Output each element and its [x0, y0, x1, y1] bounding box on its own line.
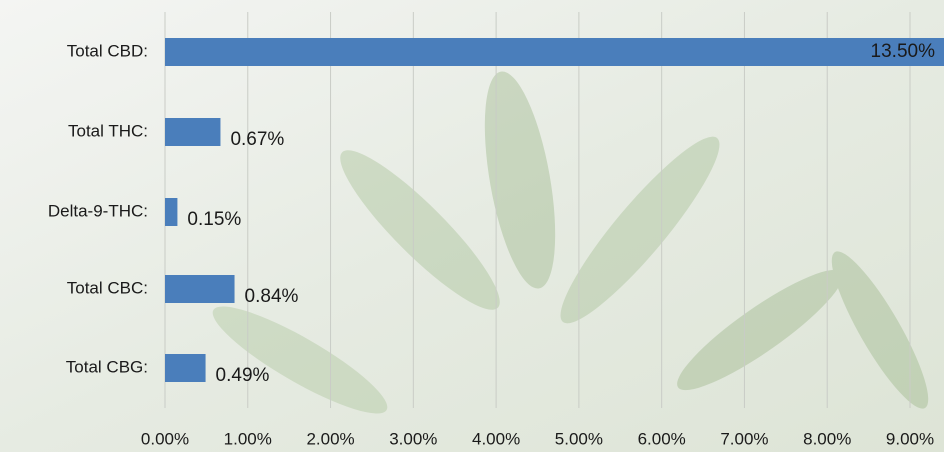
x-tick-label: 1.00% [224, 429, 272, 448]
x-tick-label: 4.00% [472, 429, 520, 448]
x-tick-label: 2.00% [306, 429, 354, 448]
y-tick-label: Total THC: [68, 121, 148, 140]
y-tick-label: Total CBD: [67, 41, 148, 60]
data-label: 0.84% [245, 286, 299, 307]
x-tick-label: 7.00% [720, 429, 768, 448]
x-tick-label: 8.00% [803, 429, 851, 448]
bar [165, 118, 221, 146]
data-label: 0.49% [216, 365, 270, 386]
x-tick-label: 6.00% [638, 429, 686, 448]
bar [165, 354, 206, 382]
data-label: 0.67% [230, 129, 284, 150]
bar [165, 38, 944, 66]
y-tick-label: Total CBG: [66, 357, 148, 376]
x-tick-label: 0.00% [141, 429, 189, 448]
bar [165, 198, 178, 226]
leaf-decoration [212, 71, 929, 414]
data-label: 0.15% [187, 209, 241, 230]
y-tick-label: Total CBC: [67, 278, 148, 297]
x-tick-label: 3.00% [389, 429, 437, 448]
y-tick-label: Delta-9-THC: [48, 201, 148, 220]
x-tick-label: 9.00% [886, 429, 934, 448]
bar [165, 275, 235, 303]
x-tick-label: 5.00% [555, 429, 603, 448]
data-label: 13.50% [871, 41, 936, 62]
